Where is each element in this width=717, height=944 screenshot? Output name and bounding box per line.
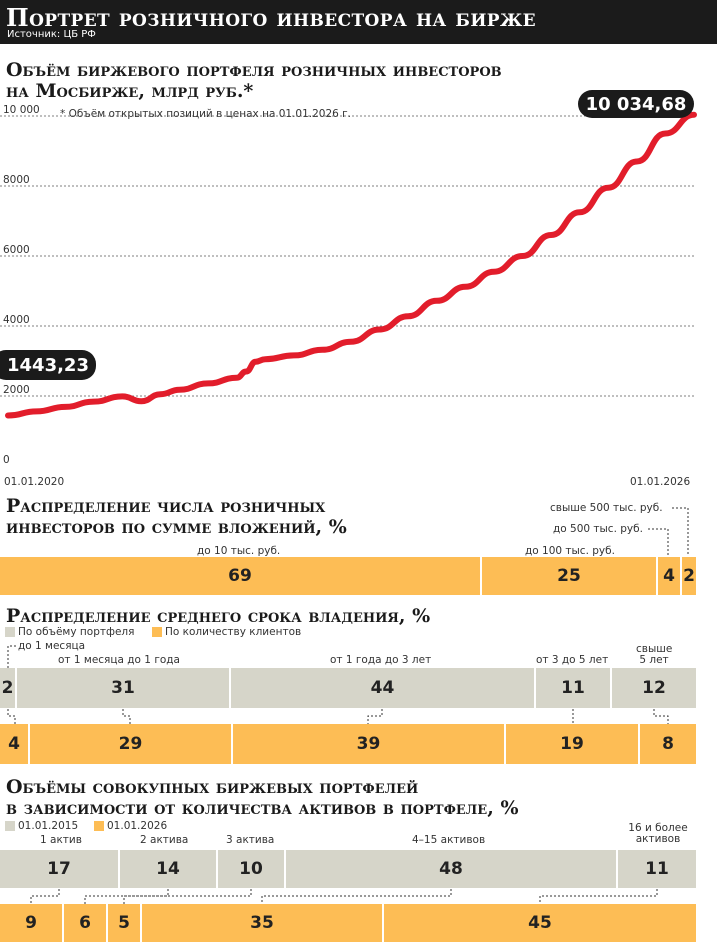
leader-500k: [648, 528, 669, 556]
series-line: [5, 111, 697, 419]
source-line: Источник: ЦБ РФ: [7, 29, 96, 40]
bar-2015-2-assets: 14: [120, 850, 216, 888]
line-chart-footnote: * Объём открытых позиций в ценах на 01.0…: [60, 108, 352, 120]
leader-s3-b: [122, 709, 131, 724]
bar-upto-10k: 69: [0, 557, 480, 595]
bar-2026-2-assets: 6: [64, 904, 106, 942]
bar-portfolio-1y-3y: 44: [231, 668, 534, 708]
legend-clients: По количеству клиентов: [152, 626, 301, 638]
legend-portfolio-label: По объёму портфеля: [18, 626, 135, 638]
y-tick-label: 8000: [3, 174, 30, 186]
leader-s4-e: [539, 889, 658, 904]
line-chart-title: Объём биржевого портфеля розничных инвес…: [6, 59, 502, 102]
end-value-badge: 10 034,68: [578, 90, 694, 118]
y-tick-label: 6000: [3, 244, 30, 256]
leader-s3-e: [653, 709, 669, 724]
legend-2015: 01.01.2015: [5, 820, 78, 832]
bar-clients-1y-3y: 39: [233, 724, 504, 764]
leader-s4-b: [84, 889, 169, 904]
leader-s4-d: [261, 889, 452, 904]
leader-s3-c: [367, 709, 383, 724]
bar-2026-4-15-assets: 35: [142, 904, 382, 942]
line-chart: 10 000 8000 6000 4000 2000 0: [0, 104, 697, 466]
legend-2026-label: 01.01.2026: [107, 820, 168, 832]
bar-clients-1m-1y: 29: [30, 724, 231, 764]
label-1m-1y: от 1 месяца до 1 года: [58, 654, 180, 666]
label-4-15-assets: 4–15 активов: [412, 834, 486, 846]
investment-distribution-title: Распределение числа розничных инвесторов…: [6, 495, 347, 538]
y-tick-label: 2000: [3, 384, 30, 396]
bar-2026-1-asset: 9: [0, 904, 62, 942]
asset-count-title: Объёмы совокупных биржевых портфелей в з…: [6, 776, 519, 819]
legend-swatch-grey: [5, 627, 15, 637]
leader-1m: [7, 645, 16, 668]
label-1y-3y: от 1 года до 3 лет: [330, 654, 432, 666]
leader-s4-c: [123, 889, 252, 904]
legend-swatch-2026: [94, 821, 104, 831]
bar-2015-3-assets: 10: [218, 850, 284, 888]
bar-portfolio-upto-1m: 2: [0, 668, 15, 708]
bar-upto-500k: 4: [658, 557, 680, 595]
bar-clients-over-5y: 8: [640, 724, 696, 764]
x-label-start: 01.01.2020: [4, 476, 65, 488]
holding-period-title: Распределение среднего срока владения, %: [6, 605, 431, 627]
y-tick-label: 10 000: [3, 104, 40, 116]
leader-s3-a: [7, 709, 16, 724]
legend-2015-label: 01.01.2015: [18, 820, 79, 832]
leader-s4-a: [30, 889, 60, 904]
legend-swatch-2015: [5, 821, 15, 831]
bar-portfolio-3y-5y: 11: [536, 668, 610, 708]
label-upto-1-month: до 1 месяца: [18, 640, 86, 652]
label-upto-10k: до 10 тыс. руб.: [197, 545, 281, 557]
legend-2026: 01.01.2026: [94, 820, 167, 832]
bar-upto-100k: 25: [482, 557, 656, 595]
bar-2026-3-assets: 5: [108, 904, 140, 942]
bar-clients-3y-5y: 19: [506, 724, 638, 764]
page-title: Портрет розничного инвестора на бирже: [6, 3, 537, 32]
label-upto-100k: до 100 тыс. руб.: [525, 545, 615, 557]
y-tick-label: 4000: [3, 314, 30, 326]
label-2-assets: 2 актива: [140, 834, 189, 846]
header-banner: Портрет розничного инвестора на бирже Ис…: [0, 0, 717, 44]
bar-clients-upto-1m: 4: [0, 724, 28, 764]
label-over-5y: свыше 5 лет: [636, 643, 673, 666]
bar-2026-16-plus-assets: 45: [384, 904, 696, 942]
bar-portfolio-over-5y: 12: [612, 668, 696, 708]
legend-clients-label: По количеству клиентов: [165, 626, 302, 638]
label-3y-5y: от 3 до 5 лет: [536, 654, 609, 666]
leader-over-500k: [672, 507, 689, 556]
label-upto-500k: до 500 тыс. руб.: [553, 523, 643, 535]
bar-portfolio-1m-1y: 31: [17, 668, 229, 708]
x-label-end: 01.01.2026: [630, 476, 691, 488]
label-16-plus-assets: 16 и более активов: [628, 822, 688, 845]
start-value-badge: 1443,23: [0, 350, 96, 380]
bar-2015-1-asset: 17: [0, 850, 118, 888]
label-over-500k: свыше 500 тыс. руб.: [550, 502, 663, 514]
label-1-asset: 1 актив: [40, 834, 82, 846]
label-3-assets: 3 актива: [226, 834, 275, 846]
bar-2015-4-15-assets: 48: [286, 850, 616, 888]
bar-2015-16-plus-assets: 11: [618, 850, 696, 888]
legend-portfolio: По объёму портфеля: [5, 626, 134, 638]
legend-swatch-yellow: [152, 627, 162, 637]
y-tick-label: 0: [3, 454, 10, 466]
bar-over-500k: 2: [682, 557, 696, 595]
